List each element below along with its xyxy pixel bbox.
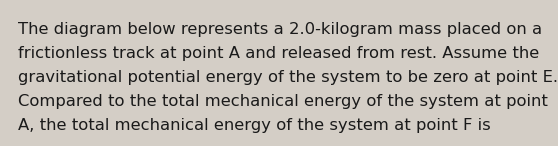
- Text: A, the total mechanical energy of the system at point F is: A, the total mechanical energy of the sy…: [18, 118, 490, 133]
- Text: frictionless track at point A and released from rest. Assume the: frictionless track at point A and releas…: [18, 46, 539, 61]
- Text: Compared to the total mechanical energy of the system at point: Compared to the total mechanical energy …: [18, 94, 548, 109]
- Text: The diagram below represents a 2.0-kilogram mass placed on a: The diagram below represents a 2.0-kilog…: [18, 22, 542, 37]
- Text: gravitational potential energy of the system to be zero at point E.: gravitational potential energy of the sy…: [18, 70, 558, 85]
